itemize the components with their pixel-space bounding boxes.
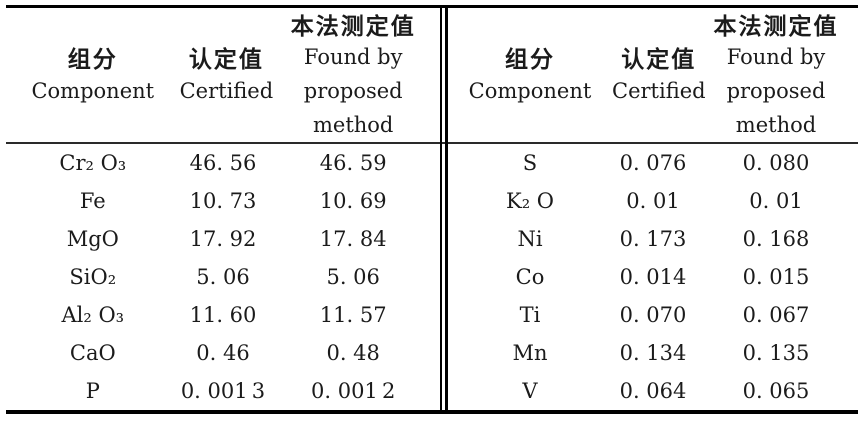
certified-header-en: Certified (179, 79, 274, 103)
found-value-cell: 0. 001 2 (311, 379, 396, 403)
header-certified-col-right: 认定值 Certified (612, 8, 706, 142)
header-component-col-right: 组分 Component (448, 8, 612, 142)
found-value-cell: 46. 59 (319, 151, 387, 175)
found-header-en-line1: Found by (303, 45, 403, 69)
certified-header-zh: 认定值 (621, 46, 697, 72)
body-right-half: S 0. 076 0. 080 K₂ O 0. 01 0. 01 Ni 0. 1… (448, 144, 858, 410)
certified-value-cell: 0. 014 (619, 265, 687, 289)
found-value-cell: 0. 067 (742, 303, 810, 327)
component-cell: K₂ O (506, 189, 554, 213)
found-value-cell: 0. 015 (742, 265, 810, 289)
certified-value-cell: 0. 46 (196, 341, 250, 365)
results-table: 组分 Component 认定值 Certified 本法测定值 Found b… (6, 5, 858, 414)
header-right-half: 组分 Component 认定值 Certified 本法测定值 Found b… (448, 8, 858, 142)
certified-value-cell: 17. 92 (189, 227, 257, 251)
certified-value-cell: 0. 173 (619, 227, 687, 251)
found-value-cell: 5. 06 (326, 265, 380, 289)
component-header-en: Component (31, 79, 155, 103)
component-cell: S (522, 151, 538, 175)
component-cell: V (522, 379, 538, 403)
header-component-col-left: 组分 Component (6, 8, 180, 142)
found-header-zh: 本法测定值 (290, 13, 416, 39)
found-value-cell: 11. 57 (319, 303, 387, 327)
found-value-cell: 0. 48 (326, 341, 380, 365)
found-header-en-line3: method (312, 113, 394, 137)
header-found-col-right: 本法测定值 Found by proposed method (694, 8, 858, 142)
found-value-cell: 10. 69 (319, 189, 387, 213)
body-left-half: Cr₂ O₃ 46. 56 46. 59 Fe 10. 73 10. 69 Mg… (6, 144, 440, 410)
component-cell: Cr₂ O₃ (59, 151, 127, 175)
header-found-col-left: 本法测定值 Found by proposed method (266, 8, 440, 142)
found-value-cell: 0. 168 (742, 227, 810, 251)
found-value-cell: 0. 065 (742, 379, 810, 403)
certified-value-cell: 10. 73 (189, 189, 257, 213)
table-top-rule (6, 5, 858, 8)
certified-value-cell: 0. 076 (619, 151, 687, 175)
found-header-zh: 本法测定值 (713, 13, 839, 39)
certified-value-cell: 0. 001 3 (180, 379, 266, 403)
found-header-en-line1: Found by (726, 45, 826, 69)
table-bottom-rule (6, 410, 858, 414)
component-header-zh: 组分 (67, 46, 118, 72)
component-cell: CaO (69, 341, 116, 365)
found-value-cell: 0. 135 (742, 341, 810, 365)
table-body-band: Cr₂ O₃ 46. 56 46. 59 Fe 10. 73 10. 69 Mg… (6, 144, 858, 410)
component-cell: Fe (79, 189, 106, 213)
component-cell: Mn (512, 341, 548, 365)
component-header-en: Component (468, 79, 592, 103)
found-value-cell: 17. 84 (319, 227, 387, 251)
found-header-en-line2: proposed (726, 79, 826, 103)
certified-value-cell: 0. 01 (626, 189, 680, 213)
found-value-cell: 0. 080 (742, 151, 810, 175)
certified-value-cell: 46. 56 (189, 151, 257, 175)
certified-value-cell: 0. 070 (619, 303, 687, 327)
certified-header-en: Certified (612, 79, 706, 103)
component-cell: SiO₂ (69, 265, 117, 289)
component-cell: Co (515, 265, 545, 289)
found-header-en-line3: method (735, 113, 817, 137)
component-cell: Al₂ O₃ (61, 303, 125, 327)
component-cell: P (85, 379, 100, 403)
certified-value-cell: 0. 134 (619, 341, 687, 365)
component-cell: MgO (66, 227, 119, 251)
header-left-half: 组分 Component 认定值 Certified 本法测定值 Found b… (6, 8, 440, 142)
table-header-band: 组分 Component 认定值 Certified 本法测定值 Found b… (6, 8, 858, 142)
found-value-cell: 0. 01 (749, 189, 803, 213)
header-certified-col-left: 认定值 Certified (180, 8, 274, 142)
component-header-zh: 组分 (505, 46, 555, 72)
component-cell: Ni (517, 227, 543, 251)
double-vertical-divider (440, 8, 448, 410)
certified-value-cell: 5. 06 (196, 265, 250, 289)
found-header-en-line2: proposed (303, 79, 403, 103)
component-cell: Ti (519, 303, 541, 327)
certified-header-zh: 认定值 (188, 46, 264, 72)
certified-value-cell: 0. 064 (619, 379, 687, 403)
header-separator-rule (6, 142, 858, 144)
certified-value-cell: 11. 60 (189, 303, 257, 327)
